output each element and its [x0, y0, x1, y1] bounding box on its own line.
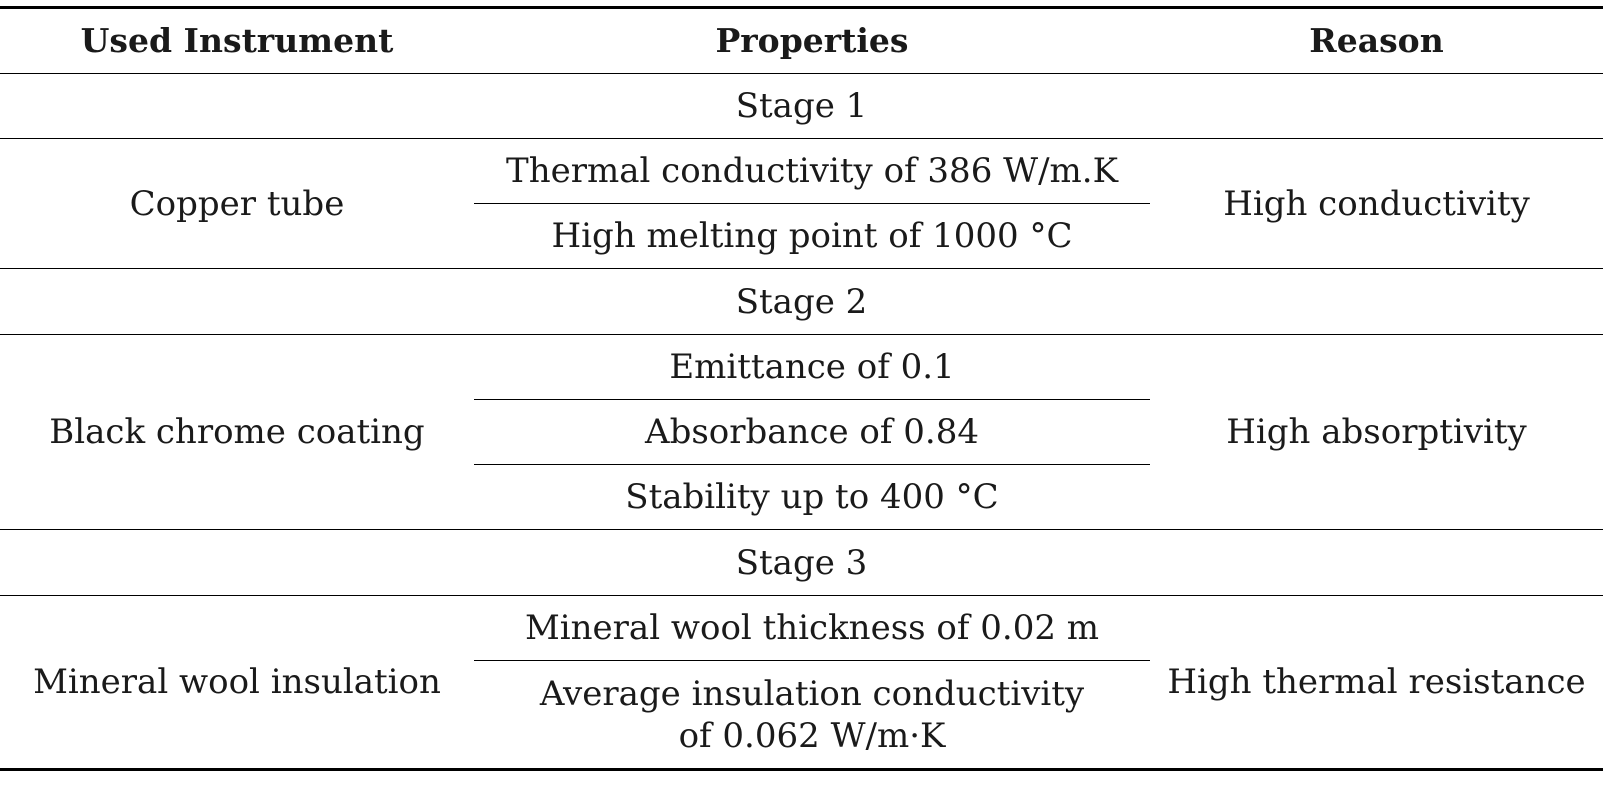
instrument-cell: Copper tube: [129, 183, 345, 224]
property-cell: Absorbance of 0.84: [645, 412, 979, 452]
copper-bottom-rule: [0, 268, 1603, 269]
chrome-prop-divider-1: [474, 399, 1150, 400]
header-rule: [0, 73, 1603, 74]
bottom-rule: [0, 768, 1603, 771]
top-rule: [0, 6, 1603, 9]
stage2-rule: [0, 334, 1603, 335]
property-cell: Average insulation conductivity of 0.062…: [539, 673, 1085, 756]
property-cell: High melting point of 1000 °C: [551, 216, 1073, 256]
copper-prop-divider: [474, 203, 1150, 204]
property-cell: Mineral wool thickness of 0.02 m: [524, 608, 1100, 648]
reason-cell: High thermal resistance: [1167, 662, 1586, 702]
chrome-bottom-rule: [0, 529, 1603, 530]
stage-label: Stage 2: [735, 281, 868, 322]
property-cell: Stability up to 400 °C: [625, 477, 999, 517]
instrument-cell: Mineral wool insulation: [33, 662, 441, 702]
reason-cell: High absorptivity: [1226, 412, 1527, 452]
property-cell: Emittance of 0.1: [669, 347, 955, 387]
stage-label: Stage 3: [735, 542, 868, 583]
stage1-rule: [0, 138, 1603, 139]
header-reason: Reason: [1309, 21, 1444, 60]
reason-cell: High conductivity: [1223, 183, 1530, 224]
stage3-rule: [0, 595, 1603, 596]
stage-label: Stage 1: [735, 86, 868, 126]
instrument-cell: Black chrome coating: [49, 412, 425, 452]
header-used-instrument: Used Instrument: [80, 21, 394, 60]
chrome-prop-divider-2: [474, 464, 1150, 465]
property-cell: Thermal conductivity of 386 W/m.K: [506, 151, 1118, 191]
wool-prop-divider: [474, 660, 1150, 661]
header-properties: Properties: [715, 21, 909, 60]
